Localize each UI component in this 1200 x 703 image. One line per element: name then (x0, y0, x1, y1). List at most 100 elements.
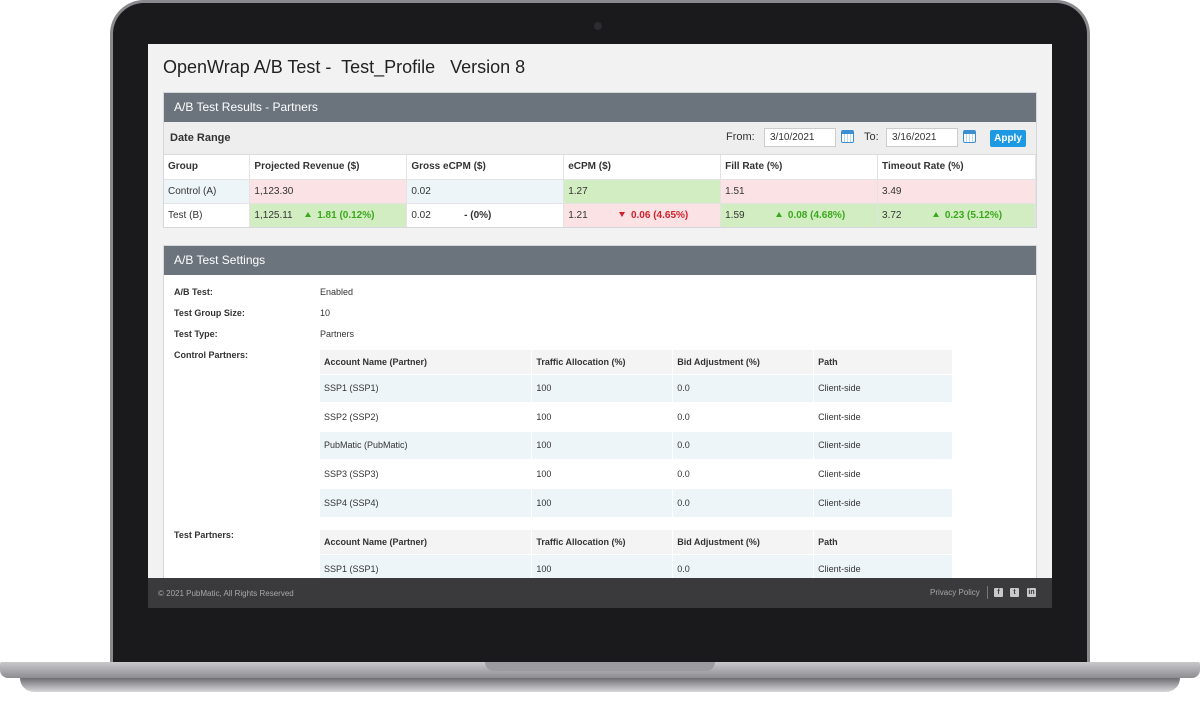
timeout-rate-value: 3.72 (882, 209, 902, 221)
revenue-value: 1,125.11 (254, 209, 293, 221)
arrow-up-icon (305, 211, 312, 217)
traffic-allocation: 100 (531, 459, 674, 489)
twitter-icon[interactable]: t (1010, 588, 1019, 597)
partner-name: SSP4 (SSP4) (320, 487, 533, 517)
table-row: SSP1 (SSP1) 100 0.0 Client-side (320, 373, 953, 403)
traffic-allocation: 100 (531, 402, 674, 432)
results-panel-header: A/B Test Results - Partners (164, 93, 1036, 122)
gross-ecpm-cell: 0.02 (406, 178, 565, 203)
page-title: OpenWrap A/B Test - Test_Profile Version… (163, 57, 526, 77)
traffic-allocation: 100 (531, 430, 674, 460)
column-header: Bid Adjustment (%) (672, 350, 815, 374)
gross-ecpm-value: 0.02 (411, 209, 431, 221)
revenue-delta: 1.81 (0.12%) (317, 209, 375, 221)
path: Client-side (813, 553, 953, 583)
group-size-value: 10 (320, 308, 331, 318)
arrow-up-icon (775, 211, 782, 217)
test-type-label: Test Type: (174, 329, 218, 339)
date-range-bar: Date Range From: 3/10/2021 To: 3/16/2021… (164, 122, 1036, 155)
from-label: From: (726, 131, 755, 143)
calendar-icon[interactable] (841, 130, 854, 143)
column-header: Account Name (Partner) (320, 530, 533, 554)
gross-ecpm-cell: 0.02 - (0%) (406, 202, 565, 227)
results-header-row: Group Projected Revenue ($) Gross eCPM (… (164, 155, 1036, 179)
table-row: SSP2 (SSP2) 100 0.0 Client-side (320, 402, 953, 432)
partner-name: SSP1 (SSP1) (320, 373, 533, 403)
arrow-up-icon (932, 211, 939, 217)
timeout-rate-delta: 0.23 (5.12%) (944, 209, 1003, 221)
table-row: SSP3 (SSP3) 100 0.0 Client-side (320, 459, 953, 489)
timeout-rate-cell: 3.49 (877, 178, 1036, 203)
revenue-cell: 1,123.30 (249, 178, 408, 203)
bid-adjustment: 0.0 (672, 459, 815, 489)
group-cell: Test (B) (164, 202, 251, 227)
group-cell: Control (A) (164, 178, 251, 203)
table-row: SSP1 (SSP1) 100 0.0 Client-side (320, 553, 953, 583)
table-row-control: Control (A) 1,123.30 0.02 1.27 1.51 3.49 (164, 178, 1036, 203)
settings-panel-header: A/B Test Settings (164, 246, 1036, 275)
column-header: eCPM ($) (563, 155, 722, 179)
ecpm-cell: 1.27 (563, 178, 722, 203)
facebook-icon[interactable]: f (994, 588, 1003, 597)
path: Client-side (813, 373, 953, 403)
calendar-icon[interactable] (963, 130, 976, 143)
column-header: Timeout Rate (%) (877, 155, 1036, 179)
to-label: To: (864, 131, 879, 143)
privacy-policy-link[interactable]: Privacy Policy (930, 588, 980, 597)
gross-ecpm-delta: - (0%) (464, 209, 492, 221)
test-partners-table: Account Name (Partner) Traffic Allocatio… (320, 530, 953, 583)
bid-adjustment: 0.0 (672, 487, 815, 517)
camera-icon (594, 22, 602, 30)
column-header: Path (813, 530, 953, 554)
from-date-input[interactable]: 3/10/2021 (764, 128, 836, 147)
laptop-base-shadow (20, 678, 1180, 692)
column-header: Fill Rate (%) (720, 155, 879, 179)
ab-test-value: Enabled (320, 287, 354, 297)
fill-rate-value: 1.59 (725, 209, 745, 221)
column-header: Path (813, 350, 953, 374)
fill-rate-cell: 1.51 (720, 178, 879, 203)
partner-name: SSP3 (SSP3) (320, 459, 533, 489)
revenue-cell: 1,125.11 1.81 (0.12%) (249, 202, 408, 227)
path: Client-side (813, 487, 953, 517)
partners-header-row: Account Name (Partner) Traffic Allocatio… (320, 530, 953, 554)
ab-test-label: A/B Test: (174, 287, 213, 297)
bid-adjustment: 0.0 (672, 430, 815, 460)
table-row: PubMatic (PubMatic) 100 0.0 Client-side (320, 430, 953, 460)
path: Client-side (813, 430, 953, 460)
control-partners-table: Account Name (Partner) Traffic Allocatio… (320, 350, 953, 517)
traffic-allocation: 100 (531, 373, 674, 403)
bid-adjustment: 0.0 (672, 373, 815, 403)
partners-header-row: Account Name (Partner) Traffic Allocatio… (320, 350, 953, 374)
ecpm-delta: 0.06 (4.65%) (630, 209, 689, 221)
traffic-allocation: 100 (531, 487, 674, 517)
timeout-rate-cell: 3.72 0.23 (5.12%) (877, 202, 1036, 227)
test-type-value: Partners (320, 329, 355, 339)
traffic-allocation: 100 (531, 553, 674, 583)
column-header: Gross eCPM ($) (406, 155, 565, 179)
footer: © 2021 PubMatic, All Rights Reserved Pri… (148, 578, 1052, 608)
path: Client-side (813, 402, 953, 432)
column-header: Traffic Allocation (%) (531, 350, 674, 374)
table-row-test: Test (B) 1,125.11 1.81 (0.12%) 0.02 - (0… (164, 202, 1036, 227)
laptop-notch (485, 662, 715, 671)
results-panel: A/B Test Results - Partners Date Range F… (163, 92, 1037, 228)
bid-adjustment: 0.0 (672, 402, 815, 432)
fill-rate-delta: 0.08 (4.68%) (787, 209, 846, 221)
path: Client-side (813, 459, 953, 489)
column-header: Traffic Allocation (%) (531, 530, 674, 554)
group-size-label: Test Group Size: (174, 308, 245, 318)
column-header: Account Name (Partner) (320, 350, 533, 374)
linkedin-icon[interactable]: in (1027, 588, 1036, 597)
date-range-label: Date Range (170, 132, 231, 144)
test-partners-label: Test Partners: (174, 530, 234, 540)
partner-name: SSP2 (SSP2) (320, 402, 533, 432)
to-date-input[interactable]: 3/16/2021 (886, 128, 958, 147)
screen: OpenWrap A/B Test - Test_Profile Version… (148, 44, 1052, 608)
arrow-down-icon (618, 211, 625, 217)
column-header: Projected Revenue ($) (249, 155, 408, 179)
table-row: SSP4 (SSP4) 100 0.0 Client-side (320, 487, 953, 517)
results-table: Group Projected Revenue ($) Gross eCPM (… (164, 155, 1036, 227)
apply-button[interactable]: Apply (990, 130, 1026, 147)
settings-panel: A/B Test Settings A/B Test: Enabled Test… (163, 245, 1037, 585)
